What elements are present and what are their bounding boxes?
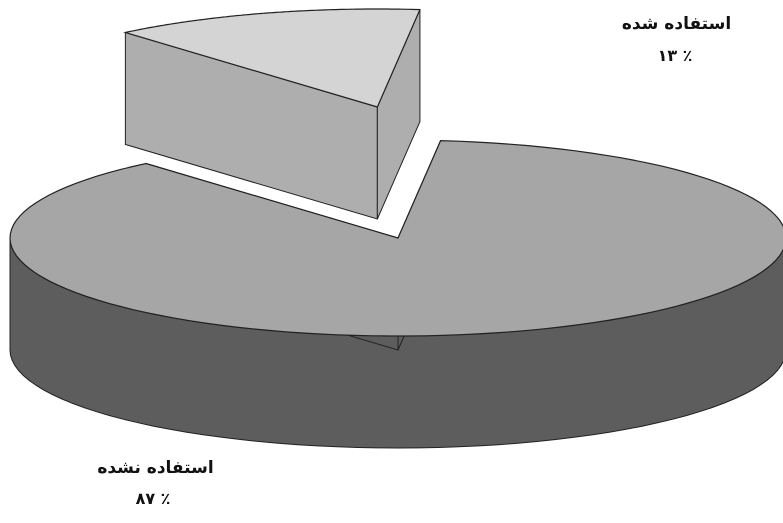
slice-value-unused: ٪ ۸۷ bbox=[135, 489, 171, 508]
slice-label-unused: استفاده نشده bbox=[97, 458, 214, 478]
slice-label-used: استفاده شده bbox=[621, 14, 732, 34]
slice-top-unused bbox=[9, 139, 783, 337]
slice-top-used bbox=[123, 8, 421, 108]
slice-value-used: ٪ ۱۳ bbox=[657, 46, 693, 65]
